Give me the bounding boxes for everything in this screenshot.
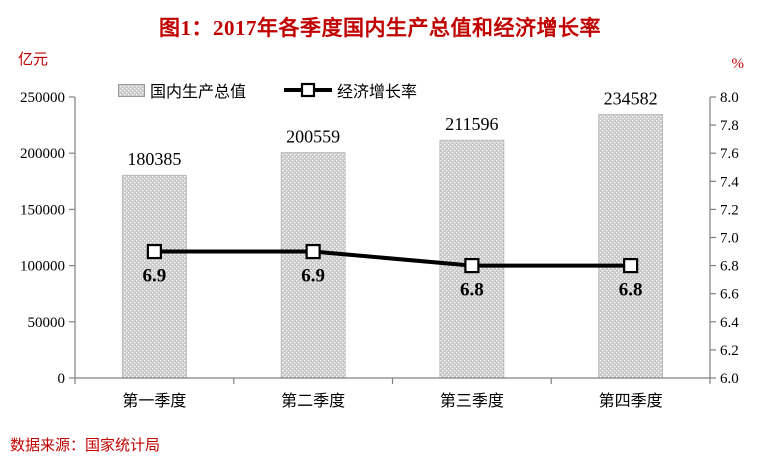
legend-item-growth: 经济增长率 (284, 78, 417, 102)
growth-line-swatch-icon (284, 82, 333, 98)
growth-marker (305, 243, 321, 260)
x-category-label: 第四季度 (599, 392, 663, 410)
bar-第一季度 (122, 174, 187, 379)
chart-title: 图1：2017年各季度国内生产总值和经济增长率 (159, 16, 601, 40)
x-category-label: 第二季度 (281, 392, 345, 410)
left-axis-tick-label: 0 (58, 371, 66, 387)
right-axis-tick-label: 7.6 (720, 146, 739, 162)
legend-item-gdp: 国内生产总值 (118, 78, 246, 102)
right-axis-tick-label: 6.4 (720, 315, 739, 331)
bar-value-label: 180385 (127, 149, 181, 169)
bar-第二季度 (280, 152, 346, 379)
right-axis-tick-label: 6.6 (720, 287, 739, 303)
left-axis-tick-label: 50000 (28, 315, 66, 331)
bar-value-label: 211596 (445, 114, 498, 134)
right-axis-tick-label: 7.4 (720, 174, 739, 190)
right-axis-tick-label: 7.0 (720, 231, 739, 247)
growth-value-label: 6.9 (301, 266, 325, 287)
gdp-bar-swatch-icon (118, 83, 145, 97)
legend-label-growth: 经济增长率 (337, 84, 418, 101)
bar-value-label: 234582 (604, 88, 658, 108)
legend-label-gdp: 国内生产总值 (150, 84, 247, 101)
right-axis-tick-label: 6.0 (720, 371, 739, 387)
left-axis-unit: 亿元 (18, 52, 49, 68)
growth-value-label: 6.9 (143, 266, 167, 287)
growth-marker (464, 258, 480, 274)
left-axis-tick-label: 100000 (20, 259, 65, 275)
right-axis-tick-label: 8.0 (720, 90, 739, 106)
bar-value-label: 200559 (286, 127, 340, 147)
right-axis-tick-label: 6.8 (720, 259, 739, 275)
x-category-label: 第三季度 (440, 392, 504, 410)
growth-line (154, 249, 631, 268)
left-axis-tick-label: 250000 (20, 90, 65, 106)
growth-marker (623, 258, 639, 274)
legend: 国内生产总值 经济增长率 (118, 78, 417, 102)
data-source-note: 数据来源：国家统计局 (10, 438, 161, 454)
right-axis-unit: % (731, 56, 745, 72)
right-axis-tick-label: 6.2 (720, 343, 739, 359)
growth-value-label: 6.8 (460, 280, 484, 301)
x-category-label: 第一季度 (122, 392, 186, 410)
bar-第四季度 (598, 113, 663, 379)
growth-value-label: 6.8 (619, 280, 643, 301)
left-axis-tick-label: 200000 (20, 146, 65, 162)
left-axis-tick-label: 150000 (20, 202, 65, 218)
growth-marker (146, 243, 162, 260)
right-axis-tick-label: 7.8 (720, 118, 739, 134)
right-axis-tick-label: 7.2 (720, 202, 739, 218)
